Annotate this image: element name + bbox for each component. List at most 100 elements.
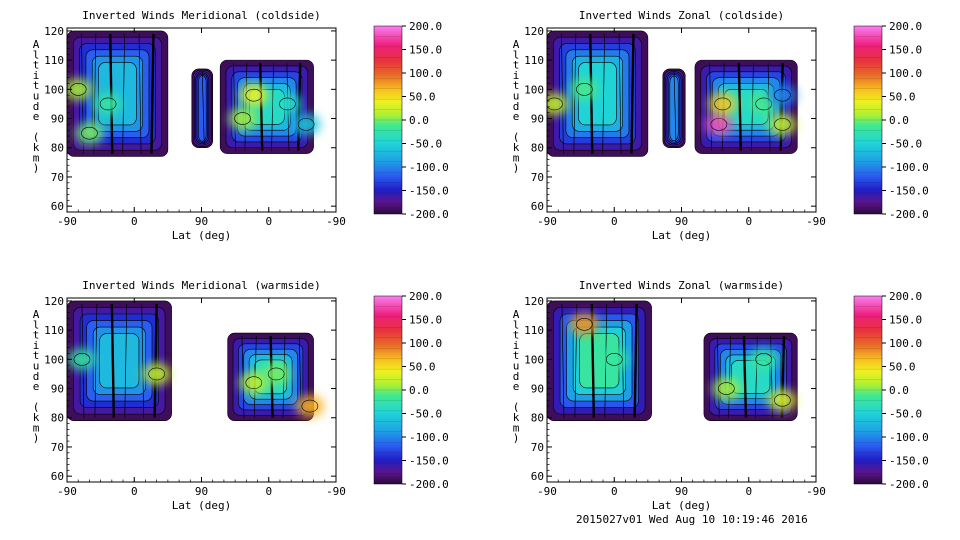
y-tick-label: 70 bbox=[51, 171, 64, 184]
svg-text:(: ( bbox=[513, 131, 520, 144]
svg-text:u: u bbox=[513, 360, 520, 373]
y-tick-label: 70 bbox=[531, 171, 544, 184]
chart-panel-3: Inverted Winds Zonal (warmside) 120 110 100… bbox=[513, 279, 929, 512]
svg-text:(: ( bbox=[33, 131, 40, 144]
colorbar-tick-label: -50.0 bbox=[409, 408, 442, 421]
svg-text:t: t bbox=[513, 59, 520, 72]
svg-text:e: e bbox=[513, 380, 520, 393]
svg-text:t: t bbox=[513, 79, 520, 92]
colorbar-tick-label: -50.0 bbox=[889, 138, 922, 151]
x-tick-label: -90 bbox=[537, 215, 557, 228]
colorbar-tick-label: -50.0 bbox=[409, 138, 442, 151]
colorbar-tick-label: 150.0 bbox=[889, 44, 922, 57]
x-tick-label: 0 bbox=[611, 485, 618, 498]
colorbar-tick-label: 0.0 bbox=[409, 384, 429, 397]
x-tick-label: 0 bbox=[131, 485, 138, 498]
data-blob bbox=[142, 362, 171, 385]
data-blob bbox=[75, 122, 104, 145]
colorbar-tick-label: -200.0 bbox=[409, 478, 449, 491]
y-tick-label: 60 bbox=[51, 200, 64, 213]
colorbar-tick-label: -150.0 bbox=[889, 185, 929, 198]
x-tick-label: 0 bbox=[265, 215, 272, 228]
svg-text:d: d bbox=[513, 100, 520, 113]
chart-title: Inverted Winds Meridional (coldside) bbox=[82, 9, 320, 22]
x-axis-label: Lat (deg) bbox=[652, 499, 712, 512]
x-tick-label: 90 bbox=[195, 485, 208, 498]
x-tick-label: -90 bbox=[57, 485, 77, 498]
colorbar-tick-label: 150.0 bbox=[409, 314, 442, 327]
colorbar-tick-label: -100.0 bbox=[409, 161, 449, 174]
data-blob bbox=[708, 92, 737, 115]
data-blob bbox=[704, 113, 733, 136]
colorbar-tick-label: 200.0 bbox=[409, 290, 442, 303]
colorbar-tick-label: 50.0 bbox=[889, 91, 916, 104]
colorbar-tick-label: -200.0 bbox=[889, 478, 929, 491]
data-blob bbox=[570, 313, 599, 336]
data-blob bbox=[768, 113, 797, 136]
x-tick-label: 0 bbox=[745, 485, 752, 498]
x-tick-label: -90 bbox=[326, 215, 346, 228]
svg-text:): ) bbox=[33, 162, 40, 175]
y-tick-label: 60 bbox=[531, 200, 544, 213]
svg-text:(: ( bbox=[513, 401, 520, 414]
svg-text:m: m bbox=[33, 421, 40, 434]
colorbar-tick-label: 100.0 bbox=[889, 337, 922, 350]
colorbar-tick-label: 200.0 bbox=[889, 20, 922, 33]
svg-text:m: m bbox=[513, 151, 520, 164]
x-axis-label: Lat (deg) bbox=[652, 229, 712, 242]
svg-text:i: i bbox=[513, 69, 520, 82]
y-tick-label: 80 bbox=[51, 142, 64, 155]
y-tick-label: 70 bbox=[51, 441, 64, 454]
data-blob bbox=[262, 362, 291, 385]
x-tick-label: 90 bbox=[195, 215, 208, 228]
y-tick-label: 90 bbox=[531, 113, 544, 126]
data-region bbox=[191, 68, 214, 149]
y-tick-label: 110 bbox=[44, 324, 64, 337]
data-blob bbox=[239, 371, 268, 394]
y-tick-label: 90 bbox=[51, 383, 64, 396]
colorbar-tick-label: -150.0 bbox=[409, 185, 449, 198]
y-tick-label: 110 bbox=[44, 54, 64, 67]
colorbar-tick-label: 100.0 bbox=[889, 67, 922, 80]
x-tick-label: 0 bbox=[745, 215, 752, 228]
y-tick-label: 100 bbox=[524, 353, 544, 366]
data-region bbox=[547, 30, 649, 157]
x-tick-label: 90 bbox=[675, 485, 688, 498]
data-blob bbox=[570, 78, 599, 101]
colorbar-tick-label: 50.0 bbox=[409, 91, 436, 104]
colorbar-tick-label: -100.0 bbox=[889, 431, 929, 444]
y-tick-label: 80 bbox=[531, 142, 544, 155]
svg-text:d: d bbox=[33, 370, 40, 383]
svg-text:e: e bbox=[33, 380, 40, 393]
colorbar-tick-label: -150.0 bbox=[889, 455, 929, 468]
plot-area bbox=[547, 30, 798, 157]
svg-text:l: l bbox=[33, 318, 40, 331]
colorbar-tick-label: 0.0 bbox=[889, 114, 909, 127]
y-tick-label: 100 bbox=[44, 83, 64, 96]
x-tick-label: -90 bbox=[326, 485, 346, 498]
x-axis-label: Lat (deg) bbox=[172, 499, 232, 512]
x-tick-label: -90 bbox=[806, 485, 826, 498]
data-region bbox=[547, 300, 652, 421]
colorbar-tick-label: 200.0 bbox=[889, 290, 922, 303]
svg-text:d: d bbox=[33, 100, 40, 113]
data-blob bbox=[94, 92, 123, 115]
svg-text:A: A bbox=[513, 38, 520, 51]
y-tick-label: 60 bbox=[51, 470, 64, 483]
y-tick-label: 110 bbox=[524, 324, 544, 337]
svg-text:u: u bbox=[33, 90, 40, 103]
svg-text:): ) bbox=[513, 162, 520, 175]
colorbar-tick-label: 200.0 bbox=[409, 20, 442, 33]
colorbar-tick-label: -100.0 bbox=[409, 431, 449, 444]
data-blob bbox=[712, 377, 741, 400]
svg-text:u: u bbox=[33, 360, 40, 373]
x-tick-label: 90 bbox=[675, 215, 688, 228]
chart-panel-0: Inverted Winds Meridional (coldside) 120 1… bbox=[33, 9, 449, 242]
colorbar-tick-label: -100.0 bbox=[889, 161, 929, 174]
chart-title: Inverted Winds Meridional (warmside) bbox=[82, 279, 320, 292]
y-tick-label: 100 bbox=[524, 83, 544, 96]
y-tick-label: 120 bbox=[524, 295, 544, 308]
